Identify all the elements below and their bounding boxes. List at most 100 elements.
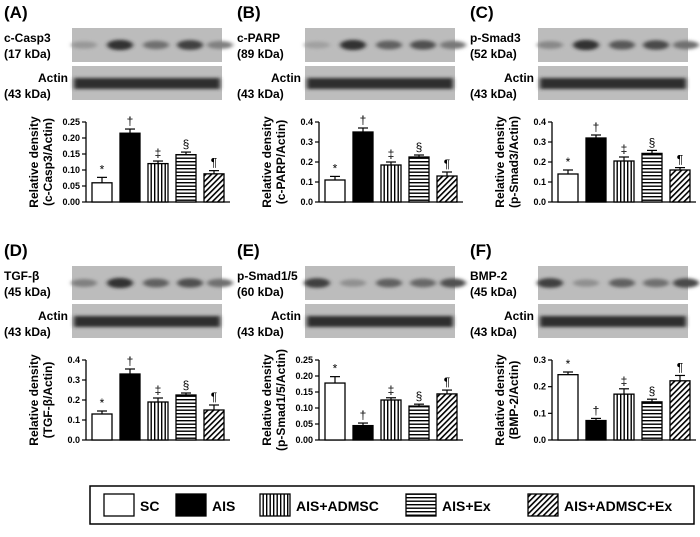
actin-band <box>307 78 453 89</box>
blot-band <box>71 279 97 287</box>
blot-actin-strip <box>72 66 222 100</box>
blot-target-label: TGF-β <box>4 269 39 283</box>
y-tick-label: 0.05 <box>295 419 313 429</box>
actin-band <box>307 316 453 327</box>
bar-chart: Relative density (c-PARP/Actin) 0.0 0.1 0.2 0… <box>260 113 463 208</box>
significance-mark: ‡ <box>388 147 395 161</box>
blot-actin-label: Actin <box>504 309 534 323</box>
bar-chart: Relative density (p-Smad1/5/Actin) 0.00 0.0… <box>260 349 463 451</box>
blot-target-label: BMP-2 <box>470 269 508 283</box>
significance-mark: ‡ <box>155 383 162 397</box>
blot-band <box>376 40 402 50</box>
y-tick-label: 0.3 <box>533 355 546 365</box>
significance-mark: ‡ <box>621 142 628 156</box>
legend-swatch <box>175 493 207 517</box>
blot-band <box>71 41 97 49</box>
blot-actin-label: Actin <box>38 71 68 85</box>
bar-ais-admsc-ex <box>203 173 225 203</box>
bar-chart: Relative density (p-Smad3/Actin) 0.0 0.1 0.2… <box>493 116 696 208</box>
y-tick-label: 0.10 <box>295 403 313 413</box>
bar-ais <box>352 131 374 203</box>
significance-mark: † <box>593 403 600 417</box>
y-tick-label: 0.3 <box>300 137 313 147</box>
y-tick-label: 0.1 <box>533 177 546 187</box>
bar-ais-ex <box>175 153 197 203</box>
panel-letter: (D) <box>4 241 28 260</box>
bar-ais-admsc <box>380 399 402 441</box>
panel-letter: (C) <box>470 3 494 22</box>
blot-target-kda: (52 kDa) <box>470 47 517 61</box>
bar-ais-admsc <box>613 393 635 441</box>
blot-actin-strip <box>305 66 455 100</box>
blot-band <box>376 278 402 288</box>
significance-mark: ‡ <box>388 383 395 397</box>
significance-mark: § <box>416 389 423 403</box>
legend-swatch <box>259 493 291 517</box>
bar-ais-admsc-ex <box>669 380 691 441</box>
bar-ais <box>585 419 607 441</box>
blot-target-kda: (60 kDa) <box>237 285 284 299</box>
y-tick-label: 0.2 <box>533 382 546 392</box>
bar-ais <box>119 373 141 441</box>
blot-band <box>177 278 203 288</box>
bar-ais-ex <box>408 405 430 441</box>
bar-ais-admsc-ex <box>203 409 225 441</box>
y-tick-label: 0.4 <box>300 117 313 127</box>
significance-mark: ¶ <box>211 156 217 170</box>
blot-band <box>573 39 599 51</box>
y-axis-title-sub: (c-PARP/Actin) <box>274 120 288 204</box>
blot-band <box>207 41 233 49</box>
blot-target-label: c-PARP <box>237 31 280 45</box>
bar-ais <box>352 424 374 441</box>
bar-sc <box>91 182 113 203</box>
y-tick-label: 0.0 <box>300 197 313 207</box>
significance-mark: ‡ <box>155 146 162 160</box>
blot-actin-label: Actin <box>271 71 301 85</box>
blot-band <box>304 278 330 288</box>
panel-c: (C) p-Smad3 (52 kDa) Actin (43 kDa) Relative … <box>470 3 699 208</box>
blot-band <box>440 40 466 50</box>
significance-mark: † <box>127 114 134 128</box>
blot-actin-strip <box>538 304 688 338</box>
y-tick-label: 0.1 <box>533 408 546 418</box>
panel-letter: (F) <box>470 241 492 260</box>
blot-band <box>107 277 133 289</box>
blot-band <box>573 279 599 287</box>
y-tick-label: 0.15 <box>62 149 80 159</box>
blot-band <box>609 278 635 288</box>
y-tick-label: 0.2 <box>300 157 313 167</box>
y-tick-label: 0.0 <box>533 435 546 445</box>
y-axis-title: Relative density <box>260 116 274 208</box>
blot-band <box>643 278 669 288</box>
blot-target-kda: (17 kDa) <box>4 47 51 61</box>
y-axis-title: Relative density <box>260 354 274 446</box>
blot-band <box>673 278 699 288</box>
y-tick-label: 0.20 <box>62 133 80 143</box>
significance-mark: † <box>127 354 134 368</box>
panel-d: (D) TGF-β (45 kDa) Actin (43 kDa) Relative de… <box>4 241 233 446</box>
blot-band <box>304 41 330 49</box>
panel-f: (F) BMP-2 (45 kDa) Actin (43 kDa) Relative de… <box>470 241 699 446</box>
legend-label: AIS <box>212 498 235 514</box>
blot-band <box>340 279 366 287</box>
legend-swatch <box>103 493 135 517</box>
bar-ais-admsc <box>613 160 635 203</box>
y-tick-label: 0.1 <box>67 415 80 425</box>
significance-mark: ¶ <box>211 390 217 404</box>
bar-ais-admsc <box>147 401 169 441</box>
blot-actin-kda: (43 kDa) <box>4 325 51 339</box>
bar-sc <box>324 382 346 441</box>
legend-label: SC <box>140 498 159 514</box>
bar-ais <box>119 132 141 203</box>
bar-ais-admsc-ex <box>436 393 458 441</box>
bar-sc <box>91 413 113 441</box>
y-tick-label: 0.15 <box>295 387 313 397</box>
bar-sc <box>557 374 579 441</box>
blot-actin-strip <box>72 304 222 338</box>
y-axis-title: Relative density <box>27 354 41 446</box>
actin-band <box>74 78 220 89</box>
significance-mark: * <box>333 161 338 175</box>
significance-mark: § <box>416 140 423 154</box>
y-tick-label: 0.25 <box>295 355 313 365</box>
y-axis-title: Relative density <box>493 116 507 208</box>
